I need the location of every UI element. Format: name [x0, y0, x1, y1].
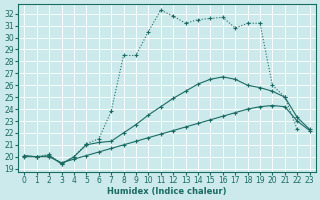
X-axis label: Humidex (Indice chaleur): Humidex (Indice chaleur)	[107, 187, 227, 196]
